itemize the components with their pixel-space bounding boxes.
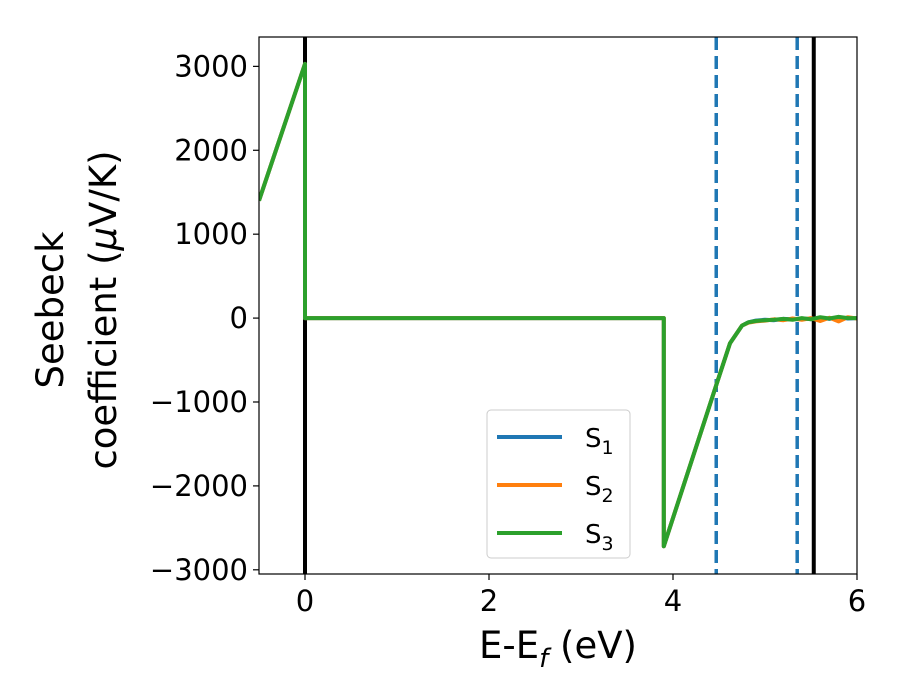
y-tick-label-4: 1000 [174, 217, 248, 251]
x-axis-title: E-Ef (eV) [479, 624, 637, 674]
legend-label-s2: S2 [585, 472, 614, 507]
y-axis-title-line2: coefficient (μV/K) [82, 150, 125, 469]
x-tick-label-2: 4 [664, 584, 682, 618]
x-tick-label-3: 6 [848, 584, 866, 618]
series-line-s3 [259, 61, 857, 549]
y-tick-label-0: −3000 [150, 553, 248, 587]
x-axis-title-unit: (eV) [548, 624, 637, 667]
y-tick-label-5: 2000 [174, 133, 248, 167]
y-tick-label-1: −2000 [150, 469, 248, 503]
legend-label-s3: S3 [585, 520, 614, 555]
x-tick-label-1: 2 [480, 584, 498, 618]
legend: S1 S2 S3 [486, 409, 631, 559]
y-axis-title-line1: Seebeck [29, 231, 72, 389]
x-axis-title-main: E-E [479, 624, 539, 667]
y-axis-title-text: coefficient ( [82, 250, 125, 469]
plot-frame [258, 36, 858, 575]
x-tick-label-0: 0 [296, 584, 314, 618]
y-tick-label-6: 3000 [174, 49, 248, 83]
y-tick-label-3: 0 [230, 301, 248, 335]
y-tick-label-2: −1000 [150, 385, 248, 419]
y-axis-title-unit: V/K) [82, 150, 125, 226]
y-axis-title-mu: μ [82, 227, 125, 252]
legend-label-s1: S1 [585, 424, 614, 459]
